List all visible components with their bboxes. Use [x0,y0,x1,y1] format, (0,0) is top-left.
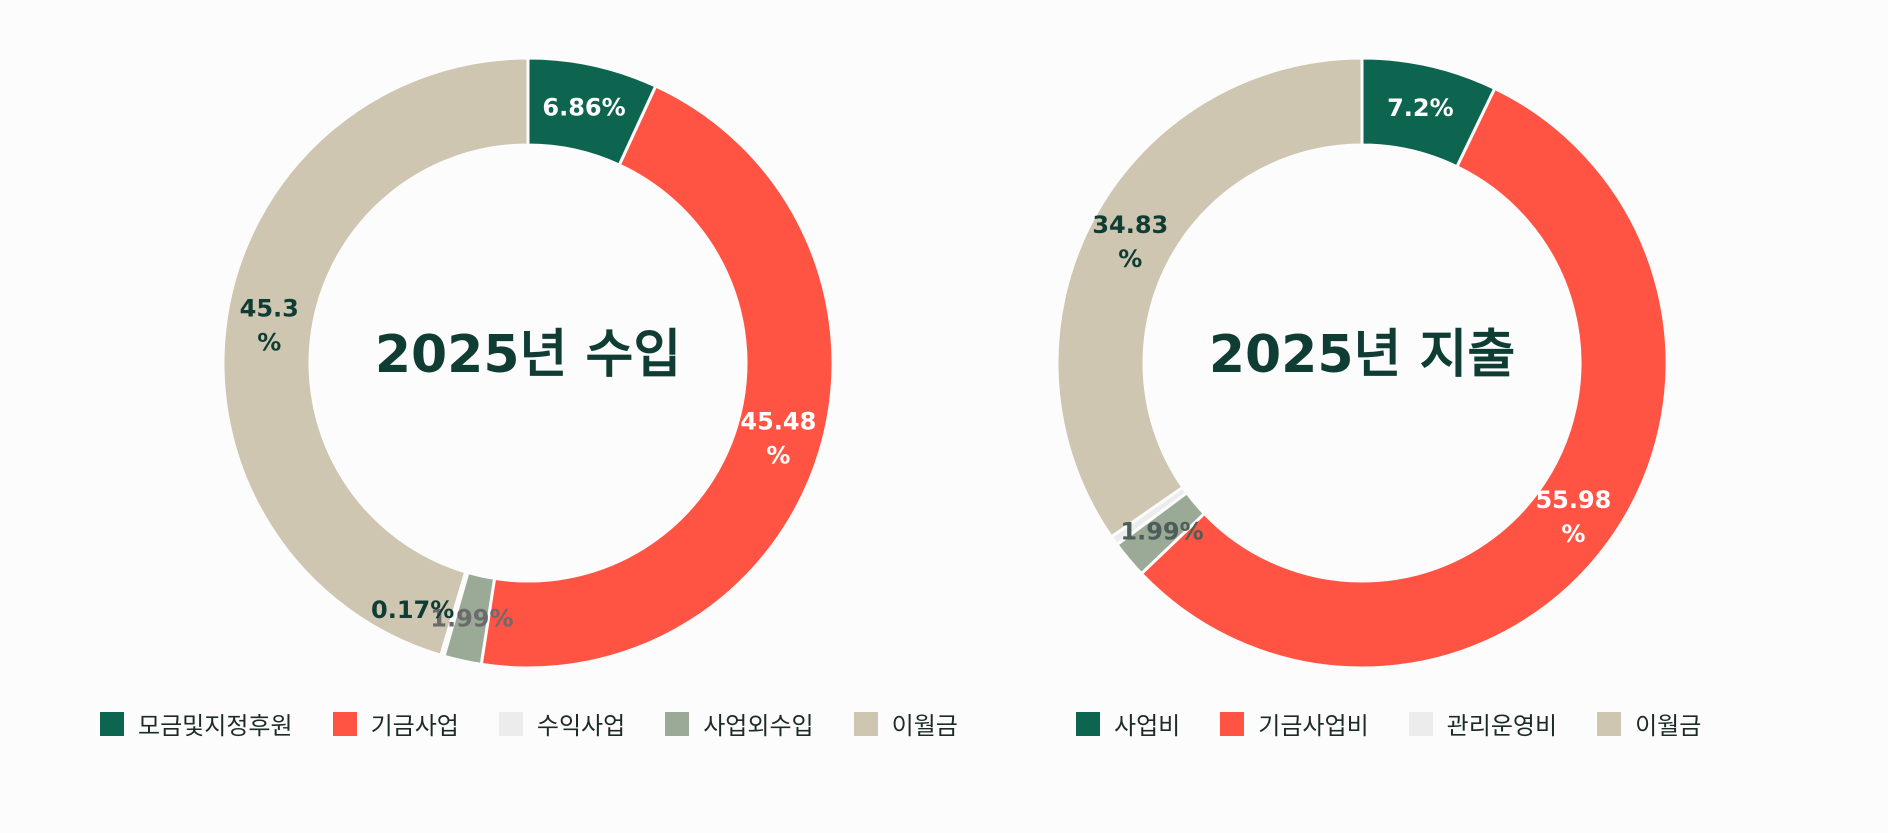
donut-slice [1360,56,1497,169]
legend-label: 사업외수입 [703,712,814,740]
legend-item-non-business-income: 사업외수입 [665,706,814,741]
legend-label: 모금및지정후원 [138,712,293,740]
legend-label: 이월금 [891,712,958,740]
slice-value-label-line: 45.48 [740,407,816,435]
legend-label: 기금사업 [370,712,459,740]
expense-legend: 사업비 기금사업비 관리운영비 이월금 [1076,706,1741,741]
slice-value-label: 0.17% [371,596,454,624]
legend-item-carryover: 이월금 [1597,706,1701,741]
slice-value-label: 45.48% [740,407,816,469]
donut-slice [1114,490,1207,576]
legend-item-profit-business: 수익사업 [498,706,626,741]
legend-swatch-icon [853,711,878,736]
slice-value-label: 55.98% [1535,486,1611,548]
legend-item-admin-cost: 관리운영비 [1408,706,1558,741]
legend-label: 관리운영비 [1446,712,1558,740]
slice-value-label: 6.86% [542,94,625,122]
legend-swatch-icon [1220,711,1245,736]
slice-value-label-line: 1.99% [1120,518,1203,546]
legend-swatch-icon [1408,711,1433,736]
donut-slice [221,56,530,658]
legend-item-fund-project: 기금사업 [332,706,459,741]
slice-value-label: 1.99% [430,604,513,632]
legend-swatch-icon [498,711,523,736]
slice-value-label-line: % [1561,520,1585,548]
slice-value-label-line: % [1118,245,1142,273]
income-legend: 모금및지정후원 기금사업 수익사업 사업외수입 이월금 [100,706,998,741]
slice-value-label-line: 34.83 [1092,211,1168,239]
legend-label: 수익사업 [536,712,626,740]
slice-value-label: 7.2% [1387,94,1454,122]
legend-swatch-icon [1597,711,1622,736]
donut-slice [1139,86,1669,670]
slice-value-label-line: % [766,441,790,469]
legend-item-fund-project-cost: 기금사업비 [1220,706,1369,741]
expense-chart-title: 2025년 지출 [1209,325,1515,385]
slice-value-label-line: 1.99% [430,604,513,632]
legend-swatch-icon [1076,711,1100,736]
legend-label: 사업비 [1114,712,1181,740]
slice-value-label-line: % [257,328,281,356]
legend-item-donation: 모금및지정후원 [100,706,293,741]
legend-label: 기금사업비 [1258,712,1369,740]
legend-swatch-icon [665,711,690,736]
income-donut-chart: 6.86% 45.48 % 1.99%0.17% 45.3% 2025년 수입 [221,56,835,670]
income-chart-title: 2025년 수입 [375,325,681,385]
slice-value-label-line: 45.3 [240,294,299,322]
donut-slice [526,56,658,168]
slice-value-label-line: 7.2% [1387,94,1454,122]
legend-swatch-icon [100,711,124,736]
donut-slice [442,570,497,667]
slice-value-label-line: 0.17% [371,596,454,624]
slice-value-label-line: 55.98 [1535,486,1611,514]
slice-value-label: 1.99% [1120,518,1203,546]
legend-item-business-cost: 사업비 [1076,706,1180,741]
legend-label: 이월금 [1635,712,1702,740]
legend-swatch-icon [332,711,357,736]
slice-value-label: 34.83% [1092,211,1168,273]
donut-slice [1055,56,1364,539]
slice-value-label-line: 6.86% [542,94,625,122]
donut-slice [479,84,835,670]
legend-item-carryover: 이월금 [853,706,958,741]
slice-value-label: 45.3% [240,294,299,356]
expense-donut-chart: 7.2% 55.98 % 1.99% 34.83 % 2025년 지출 [1055,56,1669,670]
